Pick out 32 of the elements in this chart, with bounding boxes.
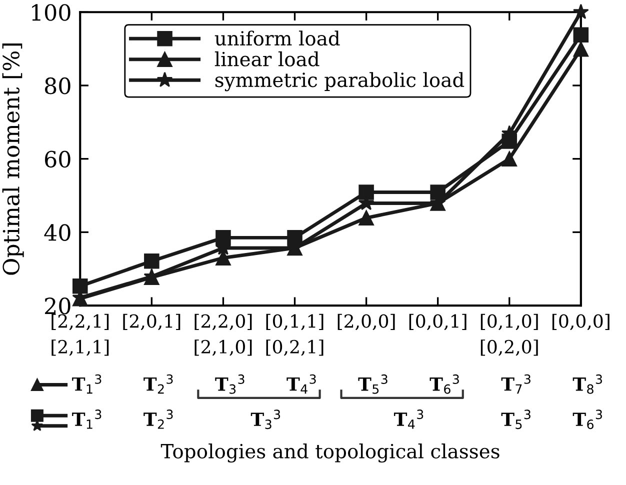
text: T$_{5}$$^{3}$ <box>501 410 530 430</box>
text: T$_{6}$$^{3}$ <box>572 410 602 430</box>
x-tick-label: [0,0,0] <box>552 314 610 330</box>
x-tick-label: [0,1,1] [0,2,1] <box>266 314 324 356</box>
text: T$_{7}$$^{3}$ <box>501 374 530 394</box>
x-tick-label: [2,0,1] <box>123 314 180 330</box>
legend-label: uniform load <box>214 30 340 46</box>
text: T$_{6}$$^{3}$ <box>430 374 459 394</box>
text: T$_{5}$$^{3}$ <box>358 374 388 394</box>
legend-label: symmetric parabolic load <box>215 72 464 92</box>
text: T$_{1}$$^{3}$ <box>72 374 102 394</box>
y-tick-label: 60 <box>45 150 70 168</box>
x-tick-label: [2,0,0] <box>338 314 395 330</box>
y-tick-label: 100 <box>32 4 70 21</box>
text: T$_{8}$$^{3}$ <box>572 374 602 394</box>
text: T$_{4}$$^{3}$ <box>394 410 424 429</box>
x-tick-label: [0,0,1] <box>409 314 466 330</box>
legend-label: linear load <box>214 51 320 66</box>
text: T$_{3}$$^{3}$ <box>250 410 280 430</box>
y-axis-title: Optimal moment [%] <box>2 44 24 275</box>
text: T$_{4}$$^{3}$ <box>286 374 316 394</box>
x-axis-title: Topologies and topological classes <box>160 443 500 463</box>
y-tick-label: 40 <box>44 224 70 241</box>
y-tick-label: 20 <box>45 298 70 314</box>
text: T$_{1}$$^{3}$ <box>72 410 102 429</box>
x-tick-label: [2,2,0] [2,1,0] <box>194 314 252 356</box>
x-tick-label: [0,1,0] [0,2,0] <box>480 314 538 356</box>
text: T$_{3}$$^{3}$ <box>215 374 244 394</box>
text: T$_{2}$$^{3}$ <box>144 374 173 394</box>
text: T$_{2}$$^{3}$ <box>144 410 173 429</box>
y-tick-label: 80 <box>45 77 70 94</box>
x-tick-label: [2,2,1] [2,1,1] <box>52 314 109 356</box>
